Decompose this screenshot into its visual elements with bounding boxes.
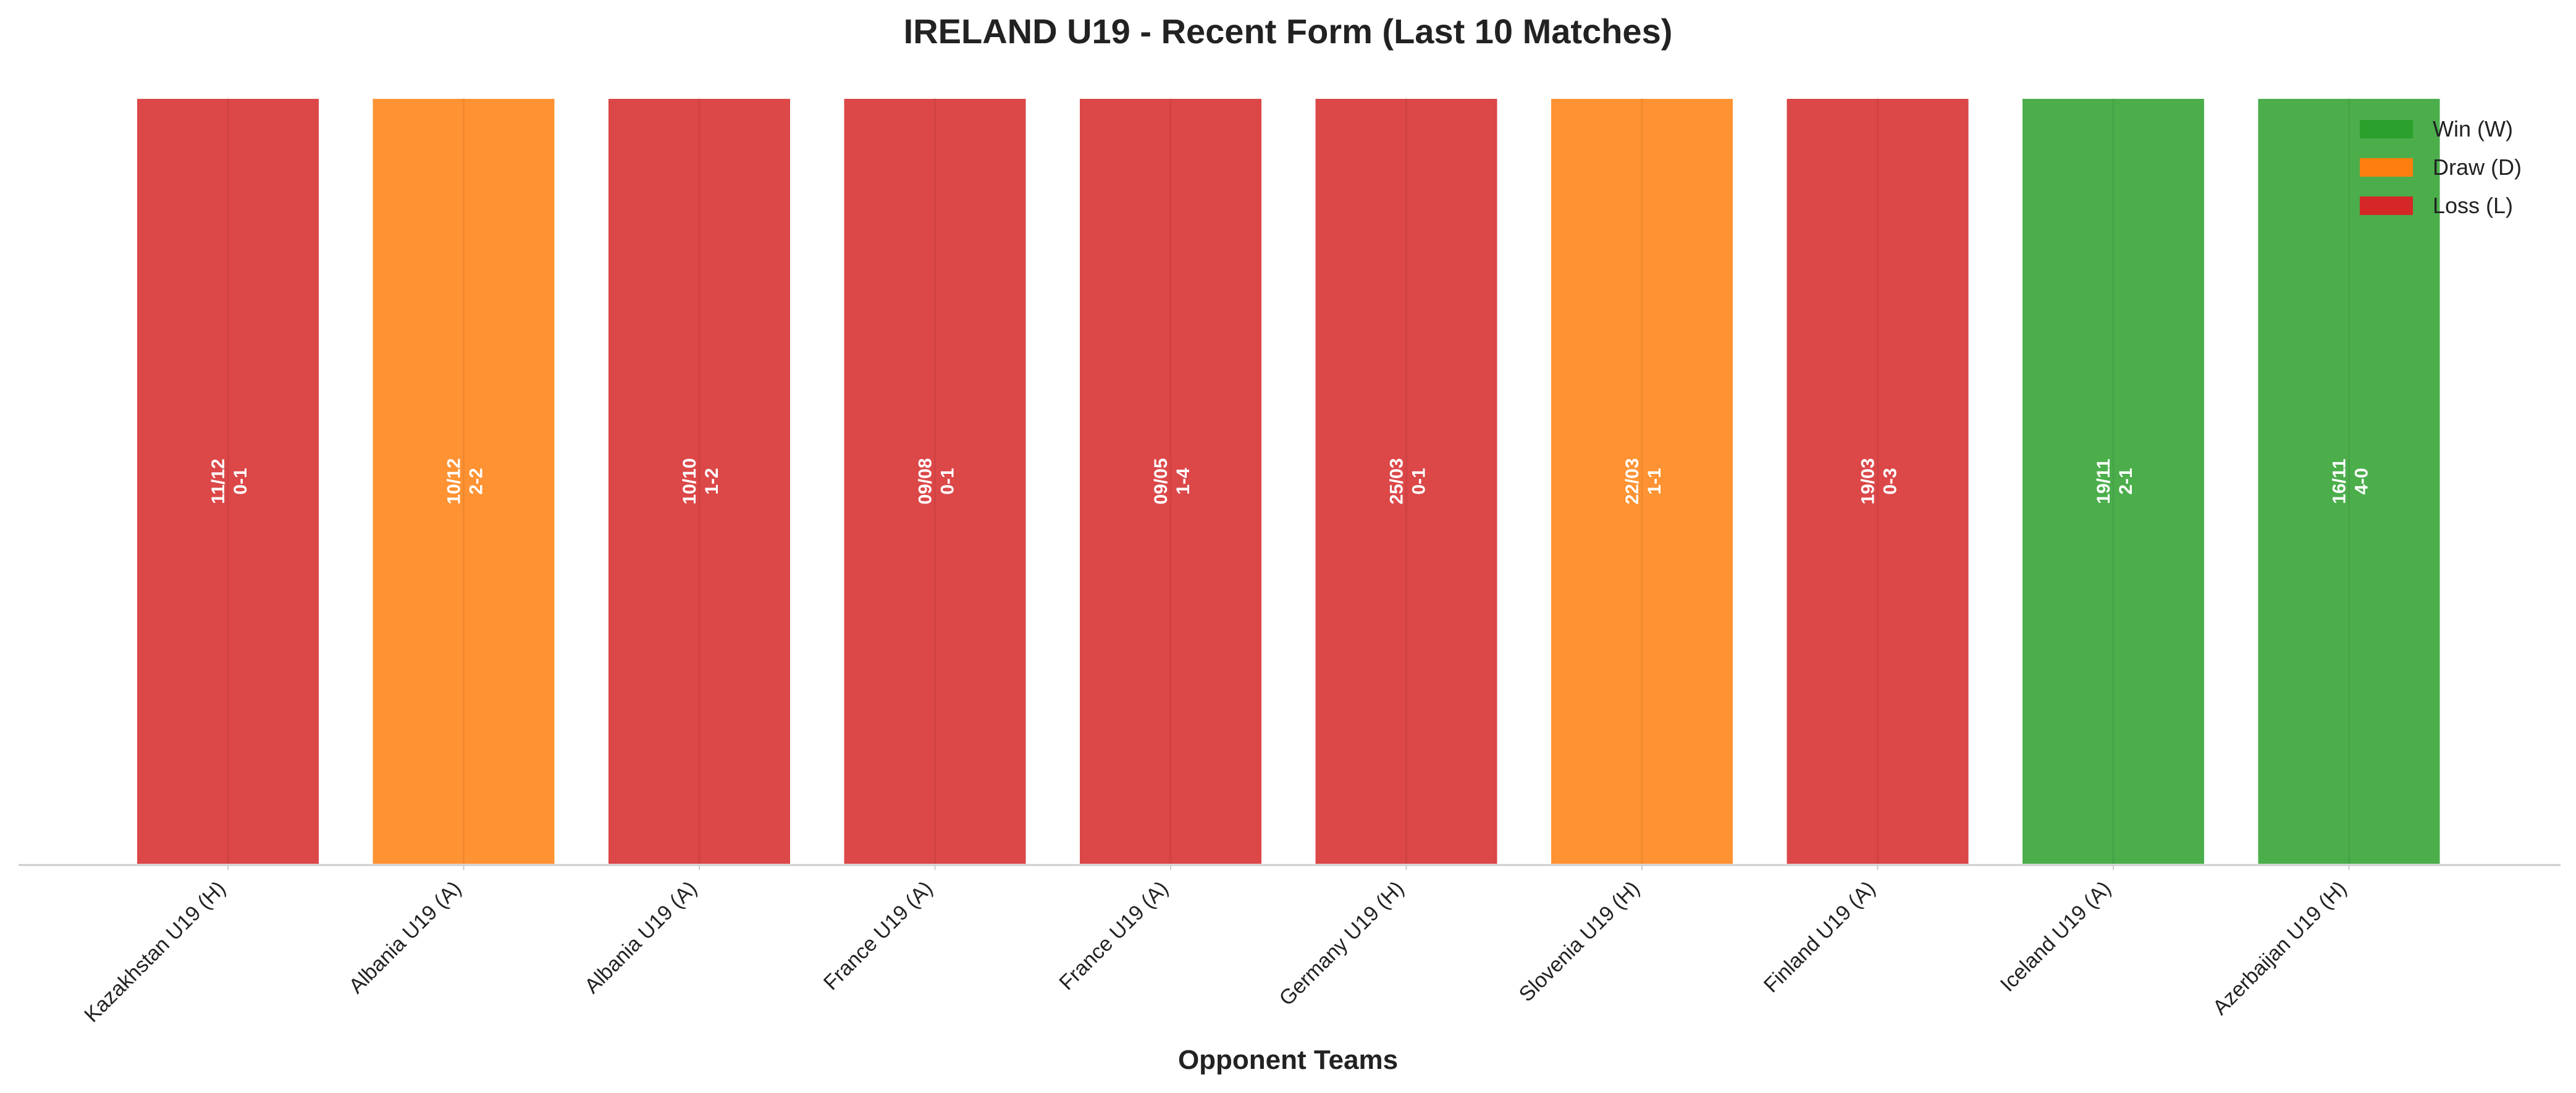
bar-data-label: 16/11 4-0	[2330, 458, 2372, 504]
match-date: 11/12	[208, 458, 229, 504]
match-score: 0-1	[1409, 468, 1429, 494]
bar-data-label: 25/03 0-1	[1387, 458, 1429, 504]
x-tick-label: Albania U19 (A)	[345, 877, 466, 998]
x-tick-label: France U19 (A)	[1054, 877, 1172, 995]
bar-9	[2020, 96, 2207, 866]
match-score: 2-2	[466, 468, 487, 494]
match-score: 0-1	[230, 468, 251, 494]
match-score: 1-4	[1173, 468, 1193, 495]
bar-1	[135, 96, 321, 866]
x-tick-label: Finland U19 (A)	[1759, 877, 1880, 997]
legend: Win (W) Draw (D) Loss (L)	[2360, 116, 2522, 218]
legend-swatch-l	[2360, 196, 2413, 215]
bar-5	[1077, 96, 1264, 866]
match-date: 09/05	[1151, 458, 1171, 504]
x-tick-label: Germany U19 (H)	[1275, 877, 1409, 1011]
x-tick-label: Slovenia U19 (H)	[1515, 877, 1644, 1006]
match-date: 09/08	[915, 458, 936, 504]
match-date: 10/12	[444, 458, 465, 504]
bar-3	[606, 96, 793, 866]
bar-data-label: 22/03 1-1	[1622, 458, 1665, 504]
bar-2	[370, 96, 557, 866]
bars-layer: 11/12 0-1 10/12 2-2 10/10 1-2 09/08 0-1 09/05 1-4…	[135, 96, 2443, 866]
chart-title: IRELAND U19 - Recent Form (Last 10 Match…	[903, 12, 1673, 51]
bar-6	[1313, 96, 1500, 866]
match-score: 1-1	[1644, 468, 1665, 494]
bar-data-label: 10/12 2-2	[444, 458, 487, 504]
bar-data-label: 09/08 0-1	[915, 458, 958, 504]
bar-data-label: 11/12 0-1	[208, 458, 251, 504]
legend-label-l: Loss (L)	[2433, 193, 2513, 218]
legend-swatch-d	[2360, 158, 2413, 177]
bar-data-label: 19/03 0-3	[1858, 458, 1901, 504]
x-tick-label: Iceland U19 (A)	[1996, 877, 2116, 997]
bar-data-label: 09/05 1-4	[1151, 458, 1193, 504]
legend-swatch-w	[2360, 120, 2413, 138]
match-date: 25/03	[1387, 458, 1407, 504]
x-axis-label: Opponent Teams	[1178, 1045, 1398, 1075]
bar-data-label: 10/10 1-2	[680, 458, 722, 504]
bar-data-label: 19/11 2-1	[2094, 458, 2136, 504]
match-date: 10/10	[680, 458, 700, 504]
legend-label-d: Draw (D)	[2433, 154, 2522, 180]
match-date: 19/03	[1858, 458, 1879, 504]
match-score: 2-1	[2116, 468, 2136, 494]
x-tick-label: France U19 (A)	[819, 877, 937, 995]
legend-label-w: Win (W)	[2433, 116, 2513, 141]
match-score: 0-3	[1880, 468, 1901, 494]
match-score: 4-0	[2352, 468, 2372, 494]
bar-10	[2255, 96, 2443, 866]
x-tick-labels: Kazakhstan U19 (H) Albania U19 (A) Albania…	[80, 865, 2351, 1027]
match-score: 0-1	[938, 468, 958, 494]
x-tick-label: Albania U19 (A)	[580, 877, 702, 998]
match-date: 22/03	[1622, 458, 1643, 504]
bar-4	[841, 96, 1029, 866]
x-tick-label: Kazakhstan U19 (H)	[80, 877, 230, 1027]
match-date: 16/11	[2330, 458, 2350, 504]
bar-7	[1549, 96, 1735, 866]
match-score: 1-2	[702, 468, 722, 494]
match-date: 19/11	[2094, 458, 2114, 504]
x-tick-label: Azerbaijan U19 (H)	[2208, 877, 2351, 1019]
bar-8	[1784, 96, 1971, 866]
